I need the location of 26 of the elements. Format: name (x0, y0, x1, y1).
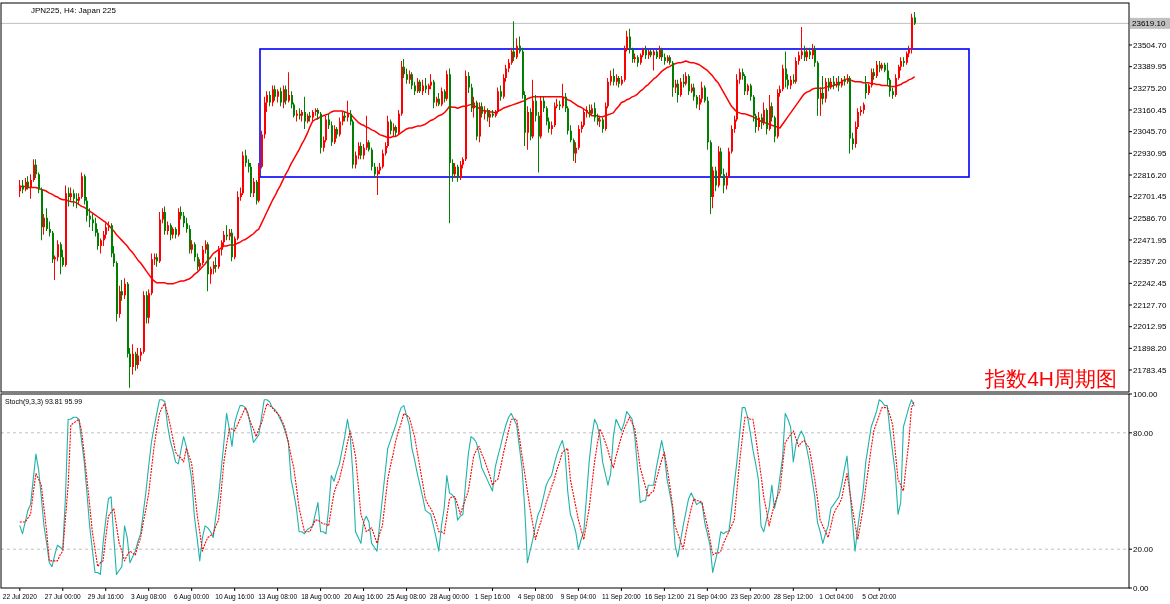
chart-title: JPN225, H4: Japan 225 (31, 6, 117, 15)
y-tick-label: 23504.70 (1133, 40, 1167, 50)
candlestick (844, 76, 846, 86)
y-tick-label: 80.00 (1133, 428, 1154, 438)
candlestick (903, 57, 905, 67)
y-tick-label: 23275.20 (1133, 84, 1167, 94)
y-tick-label: 20.00 (1133, 545, 1154, 554)
y-tick-label: 22701.45 (1133, 192, 1167, 202)
y-tick-label: 22930.95 (1133, 149, 1167, 159)
y-tick-label: 23045.70 (1133, 127, 1167, 137)
y-tick-label: 22816.20 (1133, 170, 1167, 180)
y-tick-label: 22012.95 (1133, 322, 1167, 332)
candlestick (492, 110, 494, 118)
y-tick-label: 22242.45 (1133, 279, 1167, 289)
y-tick-label: 0.00 (1133, 583, 1150, 593)
y-tick-label: 22586.70 (1133, 214, 1167, 224)
ref-line-label: 23619.10 (1132, 19, 1166, 29)
y-tick-label: 22127.70 (1133, 300, 1167, 310)
y-tick-label: 22357.20 (1133, 257, 1167, 267)
y-tick-label: 21898.20 (1133, 344, 1167, 354)
y-tick-label: 23389.95 (1133, 62, 1167, 72)
y-tick-label: 23160.45 (1133, 105, 1167, 115)
text: 指数4H周期图 (984, 367, 1117, 390)
y-tick-label: 22471.95 (1133, 235, 1167, 245)
y-tick-label: 100.00 (1133, 389, 1159, 399)
y-tick-label: 21783.45 (1133, 365, 1167, 375)
